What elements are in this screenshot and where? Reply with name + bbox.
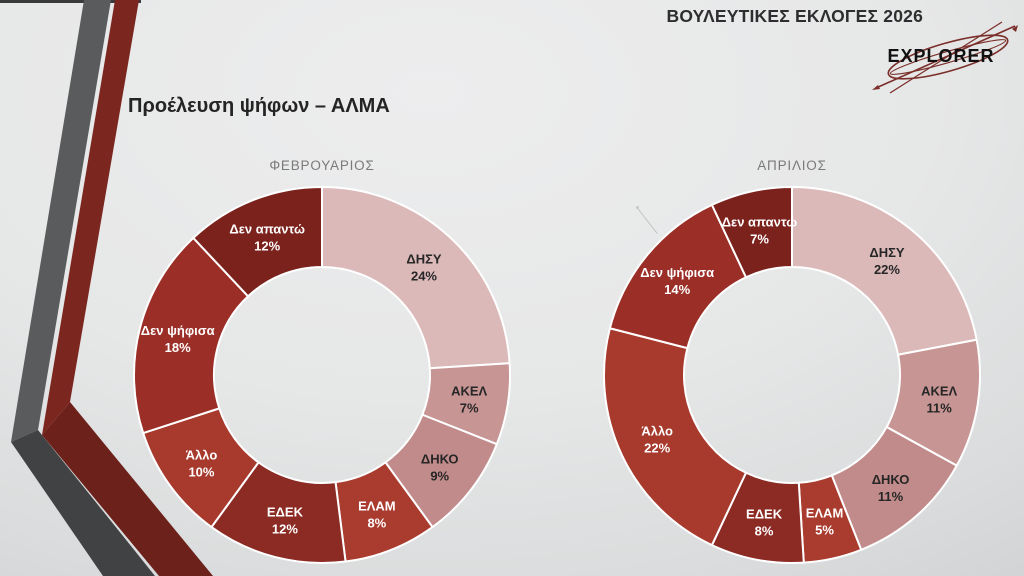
artifact-dot [636,206,639,209]
slide-title: Προέλευση ψήφων – ΑΛΜΑ [128,95,390,117]
slice-label-0-6: Δεν ψήφισα 18% [141,323,215,355]
slice-label-0-2: ΔΗΚΟ 9% [421,451,459,483]
slice-label-1-0: ΔΗΣΥ 22% [869,245,905,277]
donut-slice-0-7 [192,186,323,298]
donut-slice-1-7 [710,186,793,279]
slice-label-0-1: ΑΚΕΛ 7% [451,383,487,415]
slice-label-0-4: ΕΔΕΚ 12% [267,504,304,536]
chart-title-february: ΦΕΒΡΟΥΑΡΙΟΣ [269,158,375,173]
header-title: ΒΟΥΛΕΥΤΙΚΕΣ ΕΚΛΟΓΕΣ 2026 [666,6,923,26]
explorer-logo: EXPLORER [872,21,1018,94]
logo-swoosh-icon [872,21,1018,94]
chart-title-april: ΑΠΡΙΛΙΟΣ [757,158,827,173]
slice-label-1-6: Δεν ψήφισα 14% [640,265,714,297]
slice-label-1-1: ΑΚΕΛ 11% [921,383,957,415]
donut-slice-1-0 [791,186,978,356]
slice-label-0-3: ΕΛΑΜ 8% [358,499,396,531]
slice-label-1-5: Άλλο 22% [641,423,673,455]
slice-label-0-7: Δεν απαντώ 12% [229,221,305,253]
logo-text: EXPLORER [887,46,994,66]
donut-slice-1-5 [603,327,748,547]
donut-chart-february: ΔΗΣΥ 24% ΑΚΕΛ 7% ΔΗΚΟ 9% ΕΛΑΜ 8% ΕΔΕΚ 12% Άλλο 10% Δ… [133,186,511,564]
slice-label-0-5: Άλλο 10% [186,448,218,480]
slice-label-1-3: ΕΛΑΜ 5% [806,505,844,537]
slice-label-1-7: Δεν απαντώ 7% [722,215,798,247]
slice-label-0-0: ΔΗΣΥ 24% [406,251,442,283]
donut-chart-april: ΔΗΣΥ 22% ΑΚΕΛ 11% ΔΗΚΟ 11% ΕΛΑΜ 5% ΕΔΕΚ 8% Άλλο 22%… [603,186,981,564]
slice-label-1-4: ΕΔΕΚ 8% [746,506,783,538]
slice-label-1-2: ΔΗΚΟ 11% [872,472,910,504]
donut-slice-0-0 [321,186,511,370]
